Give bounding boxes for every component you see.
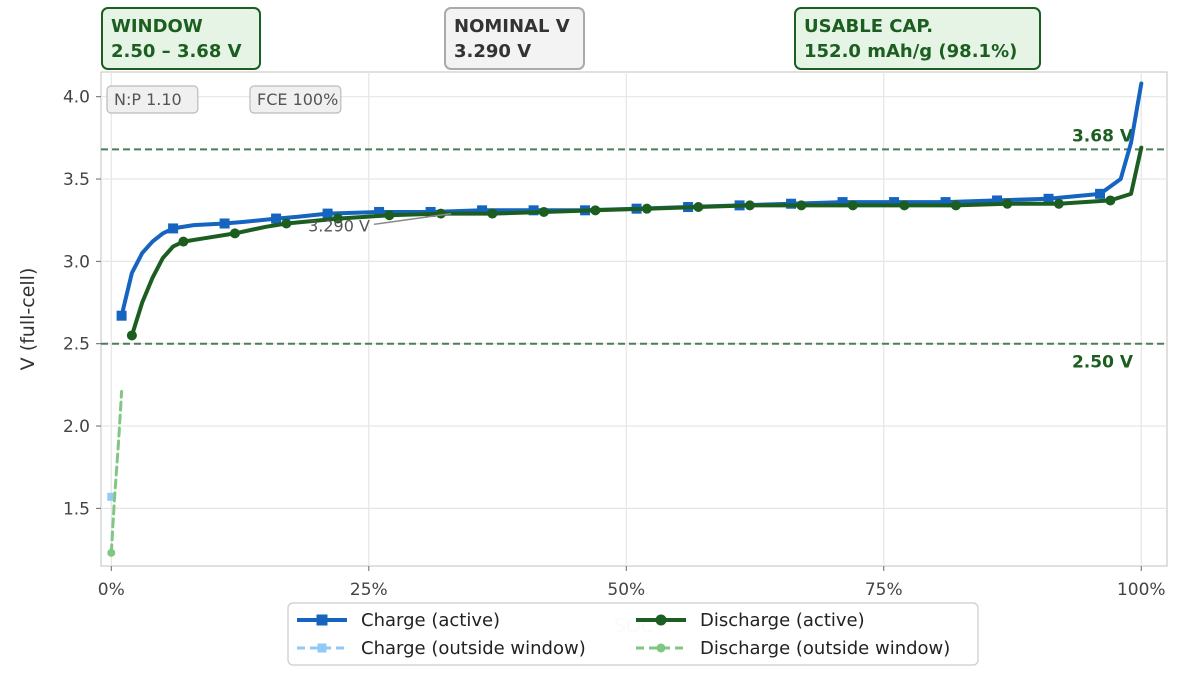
- info-box-title: USABLE CAP.: [804, 16, 933, 37]
- legend-label: Charge (active): [361, 610, 500, 631]
- upper-limit-label: 3.68 V: [1072, 126, 1134, 146]
- data-point-charge-active: [219, 218, 230, 229]
- data-point-charge-active: [889, 197, 900, 208]
- data-point-charge-active: [116, 310, 127, 321]
- info-box-title: WINDOW: [111, 16, 203, 37]
- data-point-charge-active: [322, 208, 333, 219]
- y-tick-label: 2.5: [63, 335, 90, 355]
- data-point-charge-active: [271, 213, 282, 224]
- data-point-discharge-active: [281, 218, 292, 229]
- data-point-discharge-active: [1105, 195, 1116, 206]
- series-discharge-outside-window: [107, 390, 124, 557]
- info-box-usable-cap: USABLE CAP. 152.0 mAh/g (98.1%): [794, 7, 1041, 70]
- data-point-discharge-active: [126, 330, 137, 341]
- badge: FCE 100%: [249, 85, 342, 114]
- data-point-discharge-active: [950, 200, 961, 211]
- info-box-title: NOMINAL V: [454, 16, 570, 37]
- x-tick-label: 25%: [350, 580, 388, 600]
- data-point-discharge-active: [899, 200, 910, 211]
- data-point-charge-active: [477, 205, 488, 216]
- x-tick-label: 0%: [98, 580, 125, 600]
- legend-swatch-marker: [316, 614, 328, 626]
- legend-swatch-marker: [317, 643, 327, 653]
- y-tick-label: 3.5: [63, 170, 90, 190]
- data-point-discharge-active: [435, 208, 446, 219]
- legend-entry: Discharge (active): [636, 610, 865, 631]
- info-box-frame: [444, 7, 585, 70]
- x-tick-label: 100%: [1117, 580, 1166, 600]
- data-point-discharge-active: [1002, 198, 1013, 209]
- x-tick-label: 50%: [607, 580, 645, 600]
- info-box-value: 2.50 – 3.68 V: [111, 41, 242, 62]
- lower-limit-label: 2.50 V: [1072, 353, 1134, 373]
- data-point-charge-active: [837, 197, 848, 208]
- x-tick-label: 75%: [865, 580, 903, 600]
- data-point-discharge-outside-window: [107, 548, 116, 557]
- y-tick-label: 1.5: [63, 499, 90, 519]
- data-point-discharge-active: [744, 200, 755, 211]
- info-box-frame: [101, 7, 261, 70]
- y-axis-title: V (full-cell): [17, 268, 39, 371]
- data-point-charge-active: [168, 223, 179, 234]
- series-line-discharge-outside-window: [109, 390, 124, 555]
- legend-entry: Charge (active): [297, 610, 500, 631]
- info-box-frame: [794, 7, 1041, 70]
- plot-area: [100, 71, 1168, 567]
- data-point-charge-active: [374, 206, 385, 217]
- data-point-discharge-active: [487, 208, 498, 219]
- info-box-value: 3.290 V: [454, 41, 531, 62]
- info-box-nominal-v: NOMINAL V 3.290 V: [444, 7, 585, 70]
- legend-label: Discharge (active): [700, 610, 865, 631]
- data-point-charge-active: [992, 195, 1003, 206]
- y-tick-label: 4.0: [63, 88, 90, 108]
- data-point-discharge-active: [693, 202, 704, 213]
- info-box-value: 152.0 mAh/g (98.1%): [804, 41, 1017, 62]
- annotation-label: 3.290 V: [308, 216, 370, 235]
- badge-text: N:P 1.10: [114, 90, 182, 109]
- data-point-charge-active: [940, 197, 951, 208]
- legend-label: Discharge (outside window): [700, 638, 950, 659]
- legend-entry: Charge (outside window): [297, 638, 586, 659]
- data-point-discharge-active: [1053, 198, 1064, 209]
- annotation-arrow: [373, 212, 452, 226]
- data-point-discharge-active: [847, 200, 858, 211]
- badge-box: [106, 85, 199, 114]
- data-point-charge-active: [1043, 193, 1054, 204]
- data-point-discharge-active: [796, 200, 807, 211]
- y-tick-label: 2.0: [63, 417, 90, 437]
- legend-frame: [287, 602, 979, 666]
- data-point-charge-active: [1095, 188, 1106, 199]
- series-charge-outside-window: [107, 492, 116, 501]
- info-box-window: WINDOW 2.50 – 3.68 V: [101, 7, 261, 70]
- data-point-discharge-active: [229, 228, 240, 239]
- data-point-discharge-active: [538, 206, 549, 217]
- data-point-discharge-active: [384, 210, 395, 221]
- badge: N:P 1.10: [106, 85, 199, 114]
- badge-text: FCE 100%: [257, 90, 338, 109]
- data-point-discharge-active: [641, 203, 652, 214]
- data-point-discharge-active: [332, 213, 343, 224]
- badge-box: [249, 85, 342, 114]
- legend-swatch-marker: [656, 643, 666, 653]
- legend-entry: Discharge (outside window): [636, 638, 950, 659]
- data-point-discharge-active: [590, 205, 601, 216]
- legend-label: Charge (outside window): [361, 638, 586, 659]
- legend-swatch-marker: [655, 614, 667, 626]
- data-point-discharge-active: [178, 236, 189, 247]
- y-tick-label: 3.0: [63, 252, 90, 272]
- legend: Charge (active) Discharge (active) Charge …: [287, 602, 979, 666]
- data-point-charge-outside-window: [107, 492, 116, 501]
- series-line-discharge-active: [129, 145, 1144, 338]
